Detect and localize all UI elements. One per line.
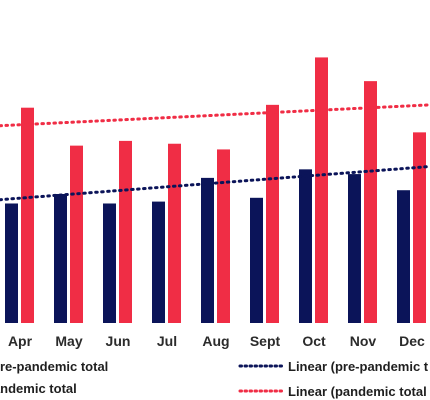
bar-pre-pandemic-jun: [103, 203, 116, 323]
legend-label-pre-pandemic-total: pre-pandemic total: [0, 359, 108, 374]
x-tick-label-dec: Dec: [399, 333, 425, 349]
bar-pre-pandemic-aug: [201, 177, 214, 323]
bar-pandemic-nov: [364, 81, 377, 324]
trendline-pre-pandemic: [0, 165, 430, 202]
bar-pandemic-jul: [168, 143, 181, 323]
bar-pre-pandemic-may: [54, 194, 67, 323]
x-tick-label-aug: Aug: [202, 333, 229, 349]
bar-pre-pandemic-oct: [299, 169, 312, 323]
bar-pandemic-apr: [21, 107, 34, 323]
x-tick-label-may: May: [55, 333, 82, 349]
bar-pandemic-aug: [217, 149, 230, 323]
legend-label-pre-pandemic-trend: Linear (pre-pandemic t: [288, 359, 429, 374]
trendline-pandemic: [0, 103, 430, 128]
bar-pre-pandemic-dec: [397, 190, 410, 323]
x-tick-label-oct: Oct: [302, 333, 326, 349]
legend-label-pandemic-trend: Linear (pandemic total: [288, 384, 427, 399]
bar-pre-pandemic-nov: [348, 174, 361, 323]
bars-layer: [5, 57, 426, 324]
bar-pandemic-dec: [413, 132, 426, 323]
x-tick-label-nov: Nov: [350, 333, 377, 349]
x-axis-tick-labels: Apr May Jun Jul Aug Sept Oct Nov Dec: [8, 333, 425, 349]
legend: Linear (pre-pandemic t Linear (pandemic …: [0, 359, 429, 399]
bar-pre-pandemic-apr: [5, 203, 18, 323]
bar-pre-pandemic-sept: [250, 197, 263, 323]
bar-pandemic-sept: [266, 104, 279, 324]
trendlines-layer: [0, 103, 430, 202]
x-tick-label-apr: Apr: [8, 333, 33, 349]
bar-pandemic-oct: [315, 57, 328, 323]
bar-pre-pandemic-jul: [152, 201, 165, 323]
bar-pandemic-may: [70, 145, 83, 323]
x-tick-label-sept: Sept: [250, 333, 281, 349]
x-tick-label-jun: Jun: [106, 333, 131, 349]
bar-pandemic-jun: [119, 140, 132, 323]
x-tick-label-jul: Jul: [157, 333, 177, 349]
legend-label-pandemic-total: pandemic total: [0, 381, 77, 396]
